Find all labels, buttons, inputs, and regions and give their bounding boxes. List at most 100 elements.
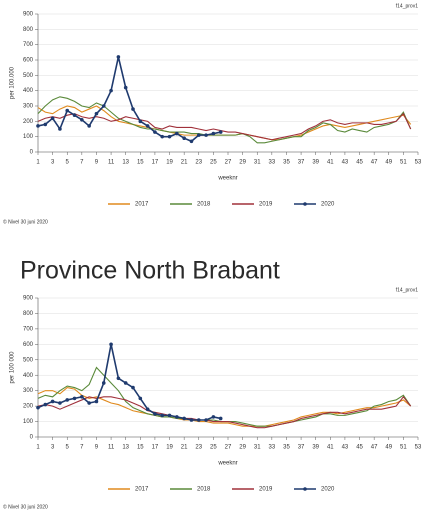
x-tick-label: 27: [225, 160, 232, 166]
point: [211, 415, 216, 419]
series-line: [37, 386, 412, 427]
point: [80, 118, 84, 122]
x-tick-label: 43: [342, 445, 349, 451]
y-axis-label: per 100 000: [10, 351, 16, 384]
x-tick-label: 15: [137, 160, 144, 166]
legend-label: 2019: [259, 487, 273, 493]
x-tick-label: 13: [122, 160, 129, 166]
chart-note: f14_prov1: [396, 3, 418, 9]
x-tick-label: 9: [95, 160, 99, 166]
x-tick-label: 53: [415, 445, 422, 451]
y-tick-label: 900: [23, 296, 34, 302]
series-line: [37, 56, 221, 143]
point: [50, 399, 55, 404]
point: [145, 124, 150, 128]
x-tick-label: 5: [66, 160, 70, 166]
x-axis-label: weeknr: [217, 176, 237, 182]
x-tick-label: 15: [137, 445, 144, 451]
point: [204, 418, 208, 422]
point: [65, 108, 70, 113]
point: [94, 399, 99, 404]
point: [123, 381, 128, 385]
y-tick-label: 0: [30, 435, 34, 441]
point: [175, 131, 179, 136]
x-tick-label: 9: [95, 445, 99, 451]
x-tick-label: 33: [269, 160, 276, 166]
x-tick-label: 37: [298, 445, 305, 451]
x-tick-label: 41: [327, 445, 334, 451]
point: [138, 119, 143, 124]
series-line: [37, 395, 412, 429]
x-tick-label: 49: [385, 160, 392, 166]
y-tick-label: 800: [23, 311, 34, 317]
point: [189, 418, 194, 422]
x-tick-label: 53: [415, 160, 422, 166]
x-tick-label: 43: [342, 160, 349, 166]
y-tick-label: 300: [23, 388, 34, 394]
point: [131, 107, 135, 111]
legend-label: 2018: [197, 487, 211, 493]
x-tick-label: 1: [36, 445, 40, 451]
point: [50, 116, 55, 121]
x-tick-label: 45: [356, 445, 363, 451]
point: [72, 113, 77, 117]
point: [43, 122, 48, 127]
point: [153, 412, 157, 416]
point: [189, 139, 194, 144]
chart-note: f14_prov1: [396, 287, 418, 293]
x-tick-label: 39: [312, 160, 319, 166]
point: [43, 402, 48, 407]
point: [116, 55, 121, 59]
legend-marker: [303, 487, 307, 491]
point: [116, 376, 121, 381]
series-line: [37, 96, 412, 144]
x-tick-label: 3: [51, 445, 55, 451]
x-tick-label: 29: [239, 160, 246, 166]
x-tick-label: 41: [327, 160, 334, 166]
point: [36, 405, 40, 410]
y-tick-label: 500: [23, 73, 34, 79]
x-tick-label: 25: [210, 445, 217, 451]
legend-label: 2018: [197, 202, 211, 208]
legend-marker: [303, 202, 307, 206]
point: [94, 111, 99, 116]
x-tick-label: 45: [356, 160, 363, 166]
x-tick-label: 11: [108, 445, 115, 451]
legend-label: 2020: [321, 487, 335, 493]
point: [182, 136, 186, 140]
y-tick-label: 100: [23, 419, 34, 425]
point: [211, 131, 216, 136]
x-tick-label: 3: [51, 160, 55, 166]
y-axis-label: per 100.000: [10, 66, 16, 99]
y-tick-label: 600: [23, 342, 34, 348]
legend-label: 2020: [321, 202, 335, 208]
point: [109, 342, 113, 347]
x-tick-label: 35: [283, 445, 290, 451]
point: [196, 418, 201, 422]
source: © Nivel 30 juni 2020: [3, 218, 48, 225]
x-tick-label: 23: [195, 445, 202, 451]
x-tick-label: 21: [181, 160, 188, 166]
x-tick-label: 51: [400, 445, 407, 451]
point: [182, 416, 186, 421]
point: [175, 415, 179, 419]
y-tick-label: 400: [23, 373, 34, 379]
legend-label: 2017: [135, 202, 149, 208]
x-tick-label: 11: [108, 160, 115, 166]
series-line: [37, 112, 412, 141]
x-tick-label: 19: [166, 445, 173, 451]
point: [36, 124, 40, 128]
y-tick-label: 900: [23, 12, 34, 18]
point: [58, 127, 62, 131]
y-tick-label: 300: [23, 104, 34, 110]
point: [131, 385, 135, 390]
point: [109, 88, 113, 93]
x-tick-label: 51: [400, 160, 407, 166]
x-tick-label: 21: [181, 445, 188, 451]
point: [153, 130, 157, 134]
legend-label: 2017: [135, 487, 149, 493]
x-tick-label: 39: [312, 445, 319, 451]
y-tick-label: 800: [23, 27, 34, 33]
x-tick-label: 47: [371, 160, 378, 166]
